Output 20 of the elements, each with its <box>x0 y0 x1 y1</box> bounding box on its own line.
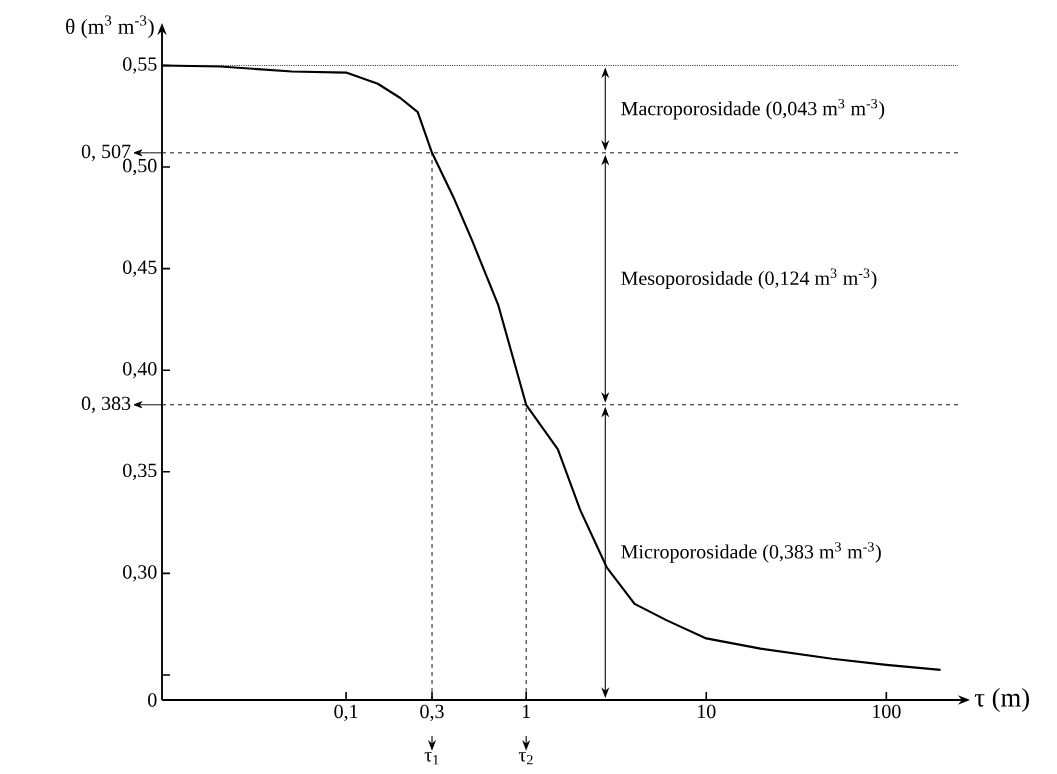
y-tick-label: 0,55 <box>123 57 157 74</box>
y-tick-label: 0,45 <box>123 260 157 277</box>
ref-line-label: τ$_{1}$ <box>424 752 439 765</box>
y-tick-label: 0 <box>148 693 157 707</box>
y-tick-label: 0,30 <box>123 565 157 582</box>
annotation: Microporosidade (0,383 m$^{3}$ m$^{-3}$) <box>621 542 881 563</box>
x-tick-label: 100 <box>873 704 901 719</box>
annotation: Macroporosidade (0,043 m$^{3}$ m$^{-3}$) <box>621 98 885 120</box>
x-tick-label: 0,1 <box>334 704 358 722</box>
ref-line-label: 0, 383 <box>81 396 131 413</box>
x-tick-label: 10 <box>698 704 716 719</box>
y-axis-title: θ (m$^{3}$ m$^{-3}$) <box>66 15 154 39</box>
x-tick-label: 1 <box>522 704 530 718</box>
y-tick-label: 0,35 <box>123 463 157 480</box>
y-tick-label: 0,50 <box>123 158 157 176</box>
x-axis-title: τ (m) <box>974 687 1029 713</box>
annotation: Mesoporosidade (0,124 m$^{3}$ m$^{-3}$) <box>621 268 877 290</box>
y-tick-label: 0,40 <box>123 362 157 379</box>
ref-line-label: τ$_{2}$ <box>518 752 533 765</box>
x-tick-label: 0,3 <box>420 704 444 722</box>
